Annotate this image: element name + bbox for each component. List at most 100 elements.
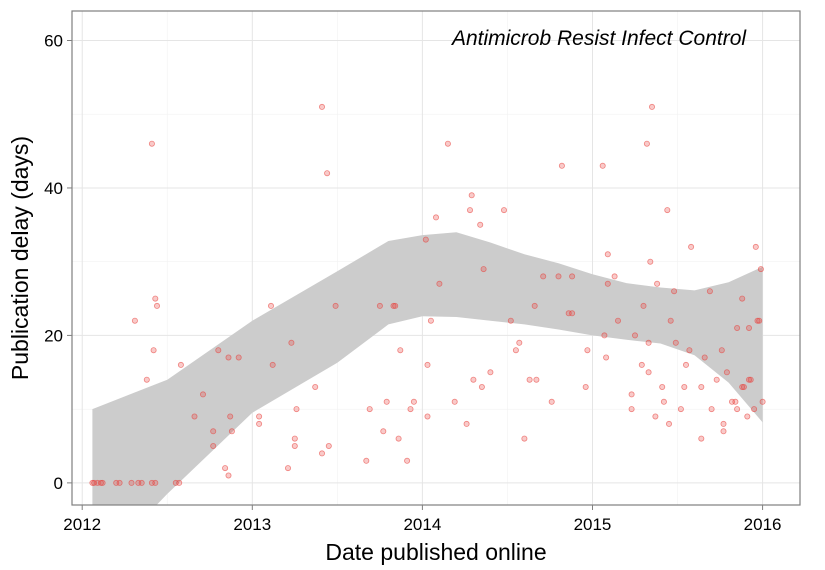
data-point [654, 280, 661, 287]
y-tick-label: 60 [44, 31, 63, 50]
data-point [666, 420, 673, 427]
x-tick-label: 2016 [744, 515, 782, 534]
data-point [660, 398, 667, 405]
data-point [318, 450, 325, 457]
data-point [225, 472, 232, 479]
data-point [376, 302, 383, 309]
x-tick-label: 2013 [233, 515, 271, 534]
data-point [569, 310, 576, 317]
data-point [739, 383, 746, 390]
data-point [256, 420, 263, 427]
data-point [225, 354, 232, 361]
data-point [723, 369, 730, 376]
data-point [516, 339, 523, 346]
x-tick-label: 2015 [574, 515, 612, 534]
data-point [677, 406, 684, 413]
y-tick-label: 20 [44, 326, 63, 345]
data-point [649, 103, 656, 110]
plot-panel-border [71, 10, 801, 506]
data-point [740, 383, 747, 390]
data-point [397, 347, 404, 354]
data-point [615, 317, 622, 324]
data-point [404, 457, 411, 464]
data-point [507, 317, 514, 324]
y-axis-title: Publication delay (days) [7, 136, 33, 380]
x-tick-label: 2012 [63, 515, 101, 534]
data-point [210, 442, 217, 449]
data-point [176, 479, 183, 486]
data-point [603, 354, 610, 361]
data-point [720, 420, 727, 427]
data-point [739, 295, 746, 302]
data-point [720, 428, 727, 435]
data-point [116, 479, 123, 486]
data-point [291, 435, 298, 442]
data-point [199, 391, 206, 398]
data-point [744, 413, 751, 420]
data-point [152, 479, 159, 486]
y-tick-label: 0 [54, 474, 63, 493]
data-point [526, 376, 533, 383]
data-point [601, 332, 608, 339]
data-point [131, 317, 138, 324]
data-point [227, 413, 234, 420]
data-point [148, 140, 155, 147]
data-point [363, 457, 370, 464]
data-point [698, 435, 705, 442]
data-point [451, 398, 458, 405]
data-point [647, 258, 654, 265]
data-point [395, 435, 402, 442]
data-point [432, 214, 439, 221]
data-point [380, 428, 387, 435]
data-point [611, 273, 618, 280]
data-point [688, 243, 695, 250]
data-point [683, 361, 690, 368]
data-point [686, 347, 693, 354]
data-point [463, 420, 470, 427]
data-point [143, 376, 150, 383]
data-point [708, 406, 715, 413]
data-point [191, 413, 198, 420]
data-point [177, 361, 184, 368]
axes: 2012 2013 2014 2015 2016 0 20 40 60 [44, 31, 781, 534]
data-point [235, 354, 242, 361]
data-point [293, 406, 300, 413]
data-point [477, 221, 484, 228]
data-point [643, 140, 650, 147]
confidence-band-area [92, 232, 763, 505]
data-point [153, 302, 160, 309]
data-point [558, 162, 565, 169]
data-point [734, 324, 741, 331]
x-axis-title: Date published online [325, 539, 546, 565]
data-point [751, 406, 758, 413]
data-point [152, 295, 159, 302]
data-point [681, 383, 688, 390]
data-point [759, 398, 766, 405]
data-point [628, 406, 635, 413]
data-point [645, 369, 652, 376]
data-point [288, 339, 295, 346]
data-point [652, 413, 659, 420]
data-points [89, 103, 766, 486]
data-point [366, 406, 373, 413]
data-point [424, 361, 431, 368]
data-point [318, 103, 325, 110]
data-point [138, 479, 145, 486]
data-point [383, 398, 390, 405]
data-point [604, 280, 611, 287]
data-point [713, 376, 720, 383]
data-point [671, 288, 678, 295]
data-point [444, 140, 451, 147]
data-point [645, 339, 652, 346]
data-point [632, 332, 639, 339]
data-point [478, 383, 485, 390]
data-point [548, 398, 555, 405]
data-point [540, 273, 547, 280]
data-point [325, 442, 332, 449]
data-point [427, 317, 434, 324]
data-point [392, 302, 399, 309]
data-point [436, 280, 443, 287]
data-point [150, 347, 157, 354]
data-point [470, 376, 477, 383]
data-point [332, 302, 339, 309]
